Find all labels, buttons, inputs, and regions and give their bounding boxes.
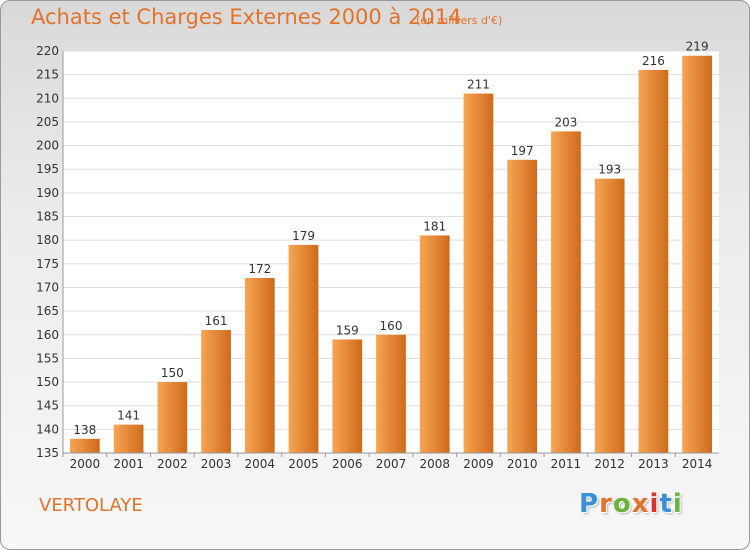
y-tick-label: 215 [36, 68, 59, 82]
bar-2004 [244, 278, 275, 453]
bar-2006 [332, 339, 363, 453]
data-label: 193 [598, 163, 621, 177]
data-label: 216 [642, 54, 665, 68]
bar-2003 [201, 330, 231, 453]
bar-2013 [638, 69, 669, 453]
data-label: 160 [380, 319, 403, 333]
bar-2007 [376, 334, 406, 453]
y-tick-label: 200 [36, 139, 59, 153]
data-label: 150 [161, 366, 184, 380]
y-tick-label: 145 [36, 399, 59, 413]
data-label: 203 [554, 115, 577, 129]
bar-2001 [113, 424, 144, 453]
y-tick-label: 220 [36, 44, 59, 58]
logo-letter: P [579, 489, 600, 519]
logo-letter: r [599, 489, 613, 519]
x-tick-label: 2011 [551, 457, 582, 471]
logo-letter: o [612, 489, 632, 519]
logo-letter: t [659, 489, 673, 519]
data-label: 172 [248, 262, 271, 276]
bar-2014 [682, 55, 713, 454]
bar-2005 [288, 244, 319, 453]
chart-unit: (en milliers d'€) [416, 14, 503, 27]
logo-letter: i [672, 489, 683, 519]
x-tick-label: 2007 [376, 457, 407, 471]
bar-2011 [551, 131, 581, 453]
y-tick-label: 140 [36, 422, 59, 436]
data-label: 181 [423, 219, 446, 233]
data-label: 141 [117, 409, 140, 423]
data-label: 161 [205, 314, 228, 328]
bar-2009 [463, 93, 494, 454]
bar-2008 [419, 235, 450, 453]
logo-letter: i [649, 489, 660, 519]
y-tick-label: 165 [36, 304, 59, 318]
x-tick-label: 2003 [201, 457, 232, 471]
bars [69, 55, 713, 454]
x-tick-label: 2004 [245, 457, 276, 471]
data-labels: 138 141 150 161 172 179 159 160 181 211 197 203 193 2… [73, 40, 708, 437]
y-tick-label: 155 [36, 351, 59, 365]
y-tick-label: 195 [36, 162, 59, 176]
x-tick-label: 2009 [463, 457, 494, 471]
y-axis: 135 140 145 150 155 160 165 170 175 180 185 190 195 2… [36, 44, 64, 460]
y-tick-label: 205 [36, 115, 59, 129]
bar-2000 [69, 438, 100, 453]
proxiti-logo: Proxiti [579, 489, 683, 519]
data-label: 197 [511, 144, 534, 158]
x-tick-label: 2013 [638, 457, 669, 471]
bar-2012 [594, 178, 625, 453]
y-tick-label: 210 [36, 91, 59, 105]
y-tick-label: 150 [36, 375, 59, 389]
x-tick-label: 2012 [594, 457, 625, 471]
y-tick-label: 190 [36, 186, 59, 200]
data-label: 211 [467, 78, 490, 92]
y-tick-label: 175 [36, 257, 59, 271]
x-tick-label: 2006 [332, 457, 363, 471]
y-tick-label: 185 [36, 210, 59, 224]
x-tick-label: 2005 [288, 457, 319, 471]
data-label: 179 [292, 229, 315, 243]
bar-2010 [507, 159, 538, 453]
chart-title: Achats et Charges Externes 2000 à 2014 [31, 5, 462, 29]
x-axis: 2000 2001 2002 2003 2004 2005 2006 2007 2008 2009… [62, 452, 719, 471]
y-tick-label: 135 [36, 446, 59, 460]
data-label: 159 [336, 323, 359, 337]
x-tick-label: 2008 [419, 457, 450, 471]
y-tick-label: 180 [36, 233, 59, 247]
x-tick-label: 2002 [157, 457, 188, 471]
y-tick-label: 170 [36, 280, 59, 294]
x-tick-label: 2000 [70, 457, 101, 471]
data-label: 138 [73, 423, 96, 437]
x-tick-label: 2014 [682, 457, 713, 471]
data-label: 219 [686, 40, 709, 54]
x-tick-label: 2001 [113, 457, 144, 471]
x-tick-label: 2010 [507, 457, 538, 471]
y-tick-label: 160 [36, 328, 59, 342]
bar-2002 [157, 382, 188, 453]
place-name: VERTOLAYE [39, 495, 143, 516]
logo-letter: x [631, 489, 650, 519]
